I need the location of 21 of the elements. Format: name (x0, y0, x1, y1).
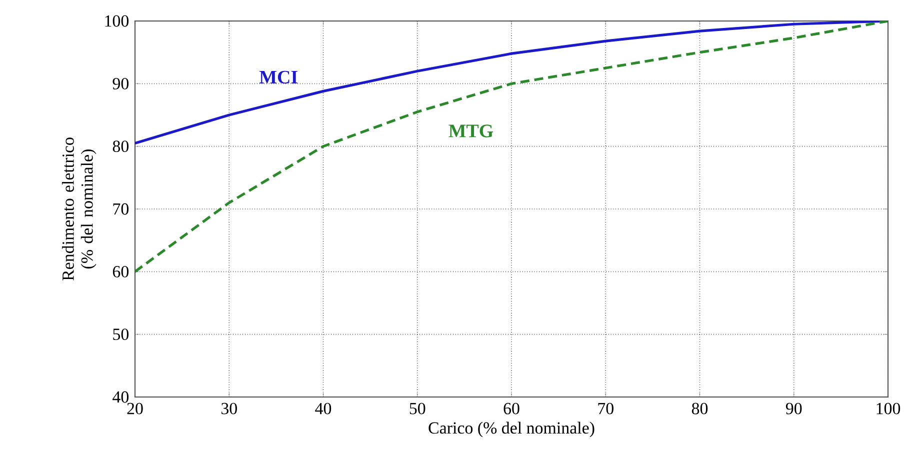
series-label: MTG (448, 124, 494, 138)
line-series (135, 20, 888, 273)
y-tick-label: 80 (112, 140, 129, 152)
x-tick-label: 50 (410, 402, 426, 414)
x-tick-label: 40 (315, 402, 332, 414)
x-axis-title: Carico (% del nominale) (428, 422, 594, 438)
y-tick-label: 60 (112, 266, 129, 278)
y-tick-label: 90 (112, 78, 129, 90)
y-tick-label: 100 (105, 15, 129, 27)
y-tick-label: 50 (113, 328, 129, 340)
series-label: MCI (259, 70, 298, 84)
x-tick-label: 100 (876, 402, 900, 414)
x-tick-label: 70 (598, 402, 614, 414)
y-tick-label: 40 (112, 391, 129, 403)
x-tick-label: 60 (504, 402, 520, 414)
x-tick-label: 90 (786, 402, 802, 414)
y-axis-title: Rendimento elettrico (% del nominale) (62, 138, 96, 280)
x-tick-label: 20 (127, 402, 143, 414)
x-tick-label: 30 (221, 402, 237, 414)
y-tick-label: 70 (113, 203, 129, 215)
x-tick-label: 80 (692, 402, 708, 414)
